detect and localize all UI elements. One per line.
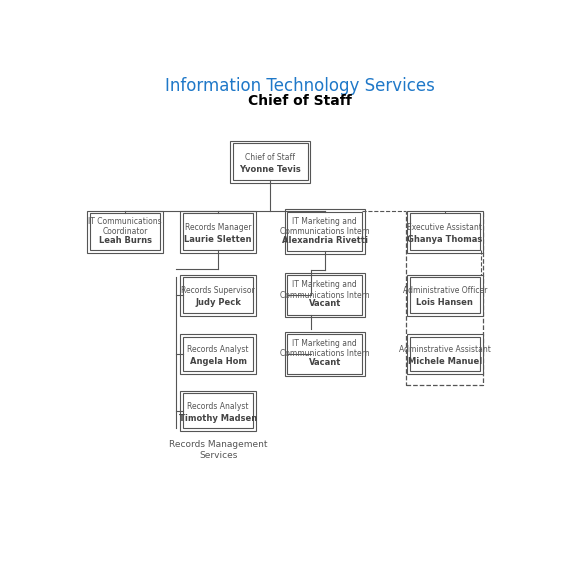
Bar xyxy=(183,213,253,250)
Bar xyxy=(183,393,253,428)
Text: Yvonne Tevis: Yvonne Tevis xyxy=(239,165,301,174)
Text: Chief of Staff: Chief of Staff xyxy=(248,94,352,108)
Bar xyxy=(407,274,483,316)
Text: Alexandria Rivetti: Alexandria Rivetti xyxy=(282,236,368,245)
Bar xyxy=(183,337,253,371)
Bar xyxy=(410,213,480,250)
Text: Vacant: Vacant xyxy=(308,358,341,367)
Text: Records Analyst: Records Analyst xyxy=(187,345,249,354)
Text: IT Marketing and
Communications Intern: IT Marketing and Communications Intern xyxy=(280,280,370,299)
Text: Records Management
Services: Records Management Services xyxy=(169,441,267,460)
Text: Records Supervisor: Records Supervisor xyxy=(181,286,255,295)
Bar xyxy=(233,143,308,180)
Text: Leah Burns: Leah Burns xyxy=(99,236,152,245)
Text: Michele Manuel: Michele Manuel xyxy=(408,357,482,366)
Text: Records Manager: Records Manager xyxy=(185,223,252,232)
Bar xyxy=(407,210,483,253)
Text: Records Analyst: Records Analyst xyxy=(187,402,249,411)
Text: Timothy Madsen: Timothy Madsen xyxy=(179,414,257,423)
Bar xyxy=(287,276,362,315)
Text: IT Marketing and
Communications Intern: IT Marketing and Communications Intern xyxy=(280,217,370,236)
Text: Vacant: Vacant xyxy=(308,299,341,308)
Bar xyxy=(410,337,480,371)
Text: Administrative Officer: Administrative Officer xyxy=(402,286,487,295)
Bar xyxy=(287,335,362,374)
Text: Laurie Sletten: Laurie Sletten xyxy=(184,235,252,244)
Bar xyxy=(180,210,256,253)
Bar xyxy=(285,209,365,254)
Bar xyxy=(90,213,160,250)
Bar xyxy=(180,391,256,431)
Bar xyxy=(407,212,483,384)
Bar xyxy=(287,212,362,251)
Text: Chief of Staff: Chief of Staff xyxy=(245,153,295,162)
Text: Angela Hom: Angela Hom xyxy=(190,357,247,366)
Bar xyxy=(180,274,256,316)
Text: Executive Assistant: Executive Assistant xyxy=(408,223,482,232)
Text: Adminstrative Assistant: Adminstrative Assistant xyxy=(399,345,491,354)
Bar xyxy=(410,277,480,313)
Text: Information Technology Services: Information Technology Services xyxy=(165,77,435,95)
Bar xyxy=(183,277,253,313)
Bar xyxy=(87,210,163,253)
Bar xyxy=(180,334,256,374)
Text: IT Marketing and
Communications Intern: IT Marketing and Communications Intern xyxy=(280,339,370,358)
Text: Lois Hansen: Lois Hansen xyxy=(417,298,473,307)
Text: Ghanya Thomas: Ghanya Thomas xyxy=(407,235,483,244)
Text: Judy Peck: Judy Peck xyxy=(195,298,241,307)
Bar xyxy=(230,141,311,183)
Bar xyxy=(285,273,365,318)
Bar xyxy=(407,334,483,374)
Bar xyxy=(285,332,365,376)
Text: IT Communications
Coordinator: IT Communications Coordinator xyxy=(88,217,162,236)
